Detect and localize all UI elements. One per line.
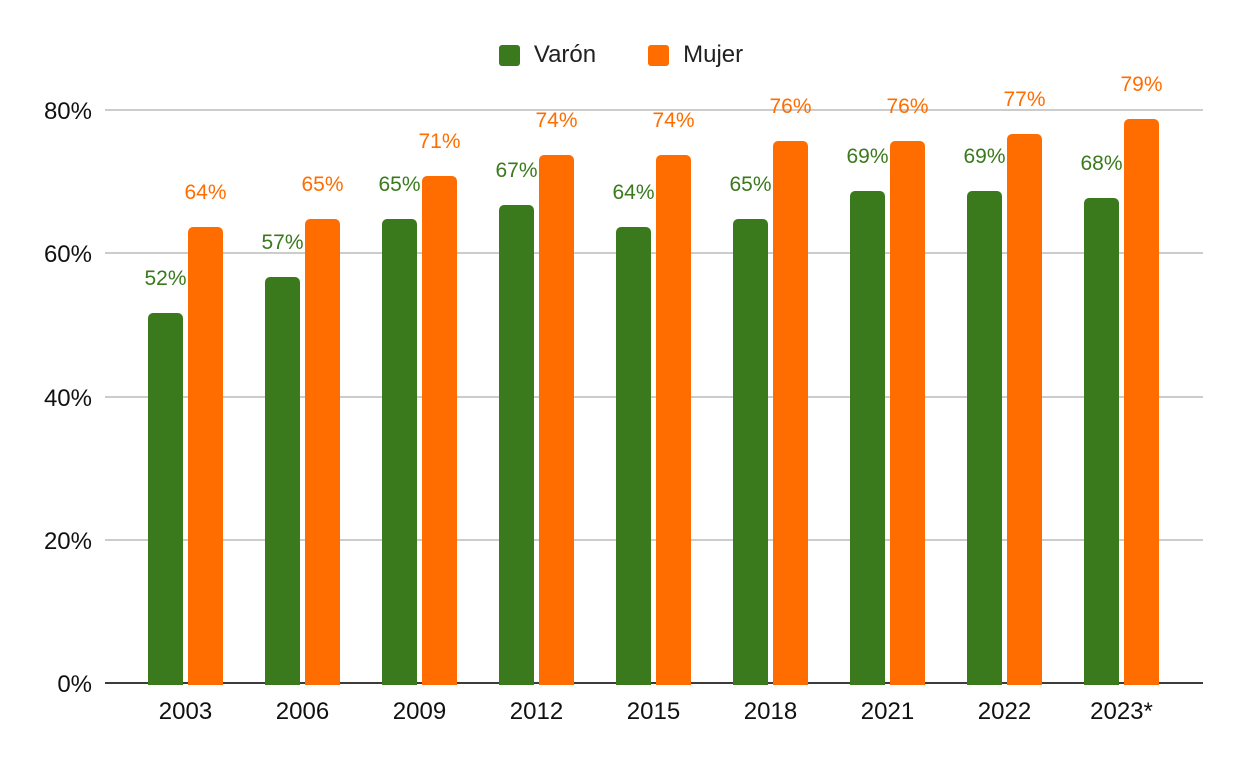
x-tick-2003: 2003 xyxy=(158,698,213,725)
legend: Varón Mujer xyxy=(0,41,1242,69)
bar-mujer-2009: 71% xyxy=(418,130,461,685)
bar-mujer-2012: 74% xyxy=(535,109,578,685)
group-2023: 68% 79% 2023* xyxy=(1063,73,1180,725)
legend-label-mujer: Mujer xyxy=(683,41,744,68)
group-2021: 69% 76% 2021 xyxy=(829,95,946,725)
value-label: 67% xyxy=(495,159,538,183)
bar-mujer-2018: 76% xyxy=(769,95,812,685)
mujer-legend-swatch xyxy=(648,44,670,66)
x-tick-2022: 2022 xyxy=(977,698,1032,725)
value-label: 74% xyxy=(535,108,578,132)
gridline-20 xyxy=(105,538,1203,541)
value-label: 64% xyxy=(612,180,655,204)
bar-groups: 52% 64% 2003 57% 65% 2006 65% 71% 2009 67% 74% 2012… xyxy=(127,73,1180,726)
y-tick-0: 0% xyxy=(57,671,92,698)
bar-varon-2023: 68% xyxy=(1080,152,1123,685)
bar-mujer-2023: 79% xyxy=(1120,73,1163,685)
y-tick-20: 20% xyxy=(43,527,92,555)
value-label: 77% xyxy=(1003,87,1046,111)
bar-varon-2006: 57% xyxy=(261,231,304,685)
y-tick-60: 60% xyxy=(43,241,92,269)
value-label: 76% xyxy=(769,94,812,118)
bar-mujer-2015: 74% xyxy=(652,109,695,685)
value-label: 65% xyxy=(378,173,421,197)
x-tick-2009: 2009 xyxy=(392,698,447,725)
value-label: 79% xyxy=(1120,73,1163,97)
value-label: 65% xyxy=(729,173,772,197)
bar-varon-2003: 52% xyxy=(144,267,187,685)
plot-area: 52% 64% 2003 57% 65% 2006 65% 71% 2009 67% 74% 2012… xyxy=(105,73,1203,726)
legend-item-mujer: Mujer xyxy=(648,41,743,69)
group-2018: 65% 76% 2018 xyxy=(712,95,829,725)
value-label: 74% xyxy=(652,108,695,132)
bar-varon-2012: 67% xyxy=(495,159,538,685)
value-label: 71% xyxy=(418,130,461,154)
bar-mujer-2021: 76% xyxy=(886,95,929,685)
x-tick-2021: 2021 xyxy=(860,698,915,725)
gridline-40 xyxy=(105,395,1203,398)
bar-varon-2022: 69% xyxy=(963,145,1006,685)
bar-mujer-2003: 64% xyxy=(184,181,227,685)
x-tick-2006: 2006 xyxy=(275,698,330,725)
gridline-0 xyxy=(105,682,1203,684)
group-2015: 64% 74% 2015 xyxy=(595,109,712,725)
group-2003: 52% 64% 2003 xyxy=(127,112,244,725)
legend-label-varon: Varón xyxy=(533,41,597,68)
y-tick-40: 40% xyxy=(43,384,92,412)
value-label: 76% xyxy=(886,94,929,118)
group-2009: 65% 71% 2009 xyxy=(361,112,478,725)
value-label: 69% xyxy=(963,144,1006,168)
varon-legend-swatch xyxy=(498,44,520,66)
x-tick-2023: 2023* xyxy=(1090,698,1153,725)
value-label: 69% xyxy=(846,144,889,168)
x-tick-2018: 2018 xyxy=(743,698,798,725)
legend-item-varon: Varón xyxy=(498,41,597,69)
bar-mujer-2006: 65% xyxy=(301,173,344,685)
y-axis: 0% 20% 40% 60% 80% xyxy=(0,98,92,698)
gridline-80 xyxy=(105,109,1203,111)
value-label: 57% xyxy=(261,230,304,254)
group-2022: 69% 77% 2022 xyxy=(946,88,1063,726)
group-2012: 67% 74% 2012 xyxy=(478,109,595,725)
value-label: 64% xyxy=(184,180,227,204)
value-label: 68% xyxy=(1080,151,1123,175)
bar-mujer-2022: 77% xyxy=(1003,88,1046,685)
value-label: 52% xyxy=(144,266,187,290)
bar-varon-2018: 65% xyxy=(729,173,772,685)
group-2006: 57% 65% 2006 xyxy=(244,112,361,725)
x-tick-2012: 2012 xyxy=(509,698,564,725)
y-tick-80: 80% xyxy=(43,98,92,125)
bar-varon-2015: 64% xyxy=(612,181,655,685)
value-label: 65% xyxy=(301,173,344,197)
x-tick-2015: 2015 xyxy=(626,698,681,725)
bar-varon-2021: 69% xyxy=(846,145,889,685)
gridline-60 xyxy=(105,252,1203,255)
bar-varon-2009: 65% xyxy=(378,173,421,685)
